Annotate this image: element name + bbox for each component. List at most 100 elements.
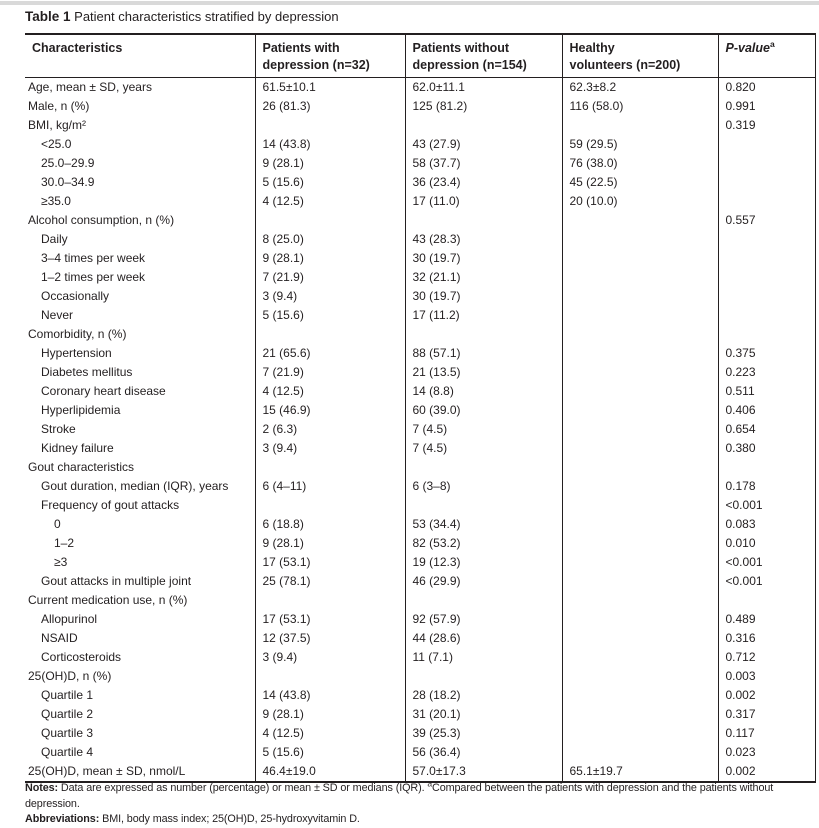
data-cell: 7 (4.5)	[404, 420, 562, 439]
col-header-healthy-volunteers: Healthy volunteers (n=200)	[561, 34, 718, 78]
row-label: Never	[41, 308, 74, 322]
table-row: 25(OH)D, n (%) 0.003	[25, 667, 816, 686]
data-cell: 30 (19.7)	[404, 287, 562, 306]
data-cell: 30 (19.7)	[404, 249, 562, 268]
p-value-cell: 0.991	[717, 97, 816, 116]
data-cell	[561, 325, 718, 344]
data-cell: 31 (20.1)	[404, 705, 562, 724]
p-value-cell: 0.511	[717, 382, 816, 401]
table-row: 0 6 (18.8) 53 (34.4) 0.083	[25, 515, 816, 534]
data-cell	[561, 534, 718, 553]
p-value-cell: 0.489	[717, 610, 816, 629]
data-cell	[561, 230, 718, 249]
row-label: Male, n (%)	[28, 99, 90, 113]
data-cell	[561, 629, 718, 648]
data-cell: 39 (25.3)	[404, 724, 562, 743]
row-label: Gout characteristics	[28, 460, 135, 474]
table-row: Hypertension 21 (65.6) 88 (57.1) 0.375	[25, 344, 816, 363]
data-cell: 7 (4.5)	[404, 439, 562, 458]
table-row: Corticosteroids 3 (9.4) 11 (7.1) 0.712	[25, 648, 816, 667]
data-cell	[561, 439, 718, 458]
row-label: 0	[54, 517, 61, 531]
row-label: Quartile 2	[41, 707, 94, 721]
data-cell: 32 (21.1)	[404, 268, 562, 287]
data-cell: 6 (4–11)	[254, 477, 405, 496]
row-label: NSAID	[41, 631, 78, 645]
table-row: Kidney failure 3 (9.4) 7 (4.5) 0.380	[25, 439, 816, 458]
p-value-cell: 0.010	[717, 534, 816, 553]
table-row: <25.0 14 (43.8) 43 (27.9) 59 (29.5)	[25, 135, 816, 154]
row-label: Coronary heart disease	[41, 384, 166, 398]
p-value-cell: 0.316	[717, 629, 816, 648]
data-cell: 44 (28.6)	[404, 629, 562, 648]
data-cell	[561, 496, 718, 515]
row-label: Hyperlipidemia	[41, 403, 121, 417]
p-value-cell	[717, 306, 816, 325]
abbreviations-line: Abbreviations: BMI, body mass index; 25(…	[25, 813, 360, 825]
data-cell	[561, 610, 718, 629]
p-value-cell: <0.001	[717, 572, 816, 591]
table-row: Quartile 3 4 (12.5) 39 (25.3) 0.117	[25, 724, 816, 743]
data-cell: 46.4±19.0	[254, 762, 405, 782]
row-label: Occasionally	[41, 289, 110, 303]
table-header: Characteristics Patients with depression…	[25, 34, 816, 78]
data-cell	[561, 249, 718, 268]
table-row: Current medication use, n (%)	[25, 591, 816, 610]
data-cell	[561, 591, 718, 610]
p-value-cell	[717, 325, 816, 344]
p-value-cell: 0.319	[717, 116, 816, 135]
data-cell: 11 (7.1)	[404, 648, 562, 667]
data-cell: 26 (81.3)	[254, 97, 405, 116]
data-cell: 17 (53.1)	[254, 553, 405, 572]
p-value-cell: 0.557	[717, 211, 816, 230]
row-label: BMI, kg/m²	[28, 118, 87, 132]
data-cell: 7 (21.9)	[254, 363, 405, 382]
data-cell	[254, 591, 405, 610]
col-header-patients-without-depression: Patients without depression (n=154)	[404, 34, 562, 78]
row-label: <25.0	[41, 137, 72, 151]
data-cell: 59 (29.5)	[561, 135, 718, 154]
notes-superscript: a	[427, 778, 433, 789]
data-cell	[404, 667, 562, 686]
table-row: ≥3 17 (53.1) 19 (12.3) <0.001	[25, 553, 816, 572]
table-row: Coronary heart disease 4 (12.5) 14 (8.8) 0.…	[25, 382, 816, 401]
data-cell: 8 (25.0)	[254, 230, 405, 249]
table-number-label: Table 1	[25, 9, 71, 24]
data-cell: 12 (37.5)	[254, 629, 405, 648]
data-cell: 46 (29.9)	[404, 572, 562, 591]
table-row: Comorbidity, n (%)	[25, 325, 816, 344]
data-cell: 125 (81.2)	[404, 97, 562, 116]
data-cell	[404, 325, 562, 344]
data-cell: 17 (11.2)	[404, 306, 562, 325]
data-cell: 9 (28.1)	[254, 705, 405, 724]
row-label: Age, mean ± SD, years	[28, 80, 152, 94]
data-cell: 45 (22.5)	[561, 173, 718, 192]
data-cell: 9 (28.1)	[254, 534, 405, 553]
table-row: NSAID 12 (37.5) 44 (28.6) 0.316	[25, 629, 816, 648]
data-cell: 3 (9.4)	[254, 648, 405, 667]
data-cell	[404, 458, 562, 477]
row-label: Comorbidity, n (%)	[28, 327, 127, 341]
p-value-cell	[717, 249, 816, 268]
data-cell	[561, 116, 718, 135]
data-cell: 116 (58.0)	[561, 97, 718, 116]
table-row: BMI, kg/m² 0.319	[25, 116, 816, 135]
table-row: Gout characteristics	[25, 458, 816, 477]
data-cell	[404, 591, 562, 610]
data-cell: 3 (9.4)	[254, 439, 405, 458]
row-label: 30.0–34.9	[41, 175, 95, 189]
data-cell	[561, 553, 718, 572]
table-row: Gout attacks in multiple joint 25 (78.1) 4…	[25, 572, 816, 591]
data-cell	[561, 572, 718, 591]
data-cell	[254, 116, 405, 135]
data-cell	[561, 648, 718, 667]
table-row: Age, mean ± SD, years 61.5±10.1 62.0±11.1 6…	[25, 77, 816, 97]
data-cell	[254, 211, 405, 230]
row-label: 3–4 times per week	[41, 251, 146, 265]
p-value-cell	[717, 154, 816, 173]
data-cell: 21 (13.5)	[404, 363, 562, 382]
p-value-cell	[717, 268, 816, 287]
data-cell	[254, 458, 405, 477]
data-cell	[561, 667, 718, 686]
row-label: Stroke	[41, 422, 76, 436]
